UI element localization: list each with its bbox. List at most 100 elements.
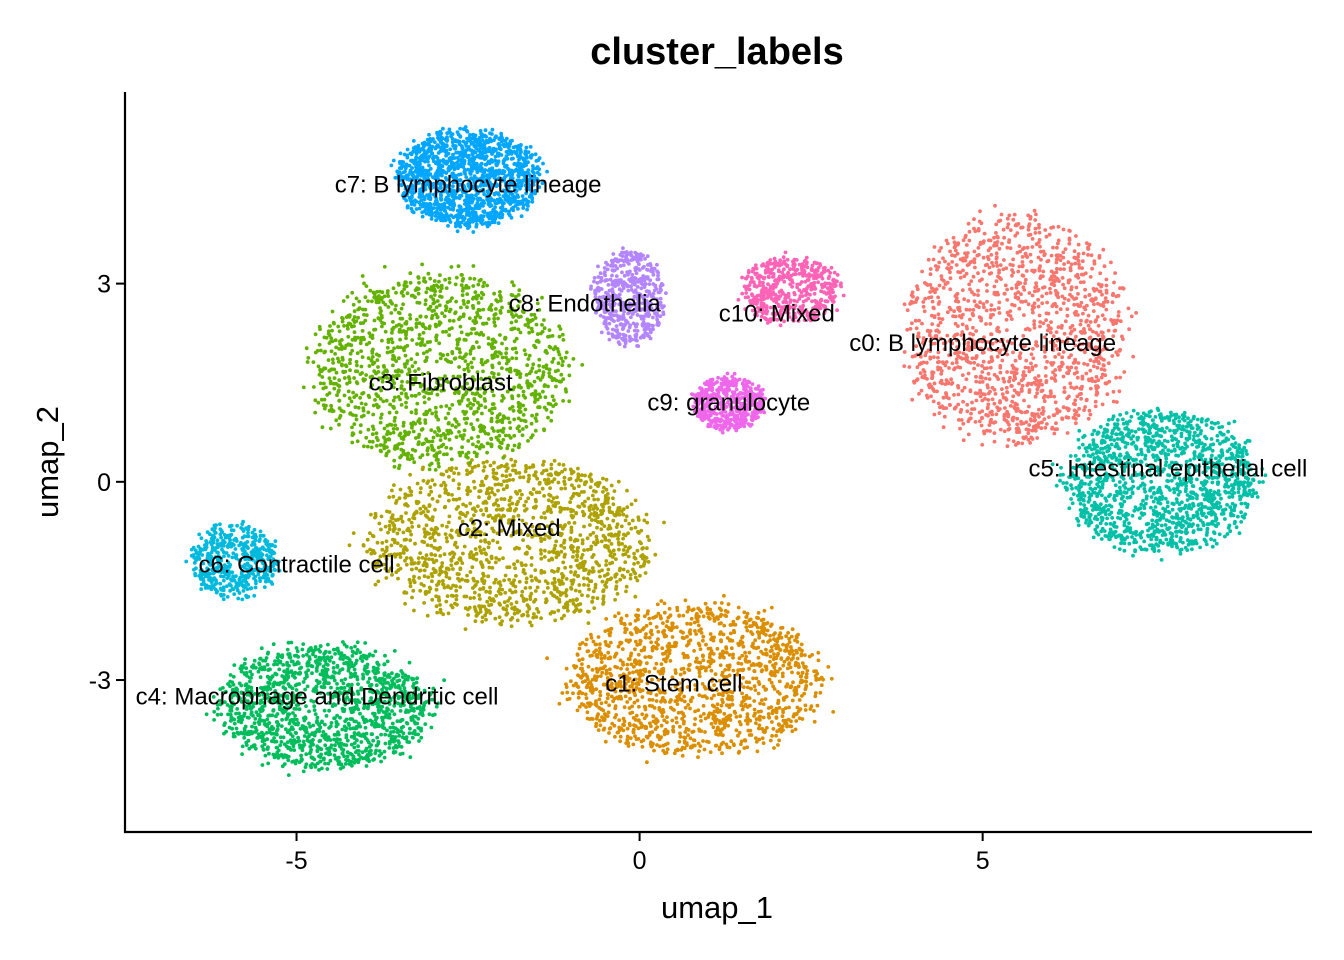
data-point	[773, 661, 778, 666]
data-point	[1053, 400, 1058, 405]
data-point	[1061, 282, 1065, 287]
data-point	[618, 566, 622, 571]
data-point	[379, 416, 383, 420]
data-point	[361, 543, 366, 547]
data-point	[333, 338, 338, 343]
data-point	[734, 715, 739, 719]
data-point	[959, 315, 964, 320]
data-point	[1040, 301, 1045, 306]
data-point	[544, 597, 549, 602]
data-point	[532, 505, 536, 510]
data-point	[633, 724, 638, 728]
data-point	[1088, 412, 1093, 417]
data-point	[675, 702, 680, 706]
data-point	[966, 340, 971, 345]
data-point	[992, 431, 997, 435]
data-point	[789, 719, 793, 724]
data-point	[604, 617, 609, 621]
data-point	[921, 341, 925, 345]
data-point	[1103, 299, 1108, 304]
data-point	[507, 565, 512, 570]
data-point	[436, 532, 441, 537]
data-point	[504, 351, 508, 356]
data-point	[743, 657, 748, 662]
data-point	[654, 625, 659, 629]
data-point	[479, 560, 483, 565]
data-point	[577, 646, 582, 651]
data-point	[508, 473, 512, 477]
data-point	[754, 739, 759, 744]
data-point	[434, 604, 439, 609]
data-point	[953, 299, 958, 303]
data-point	[512, 417, 517, 422]
data-point	[1035, 288, 1040, 293]
data-point	[1043, 228, 1048, 232]
data-point	[591, 639, 596, 644]
data-point	[984, 308, 989, 313]
data-point	[687, 663, 691, 668]
data-point	[392, 346, 396, 351]
data-point	[798, 707, 803, 711]
data-point	[563, 355, 568, 360]
data-point	[417, 576, 422, 580]
data-point	[956, 324, 960, 328]
data-point	[511, 580, 515, 585]
data-point	[630, 704, 634, 709]
data-point	[1032, 319, 1037, 323]
data-point	[476, 301, 481, 305]
data-point	[457, 578, 462, 583]
data-point	[1081, 280, 1086, 284]
data-point	[1040, 388, 1045, 393]
data-point	[531, 464, 536, 469]
data-point	[529, 563, 534, 567]
data-point	[656, 669, 661, 674]
data-point	[492, 492, 497, 497]
data-point	[1088, 358, 1093, 363]
data-point	[1054, 304, 1059, 309]
data-point	[976, 246, 981, 250]
data-point	[1081, 251, 1086, 256]
data-point	[480, 565, 485, 569]
data-point	[577, 589, 582, 594]
data-point	[453, 425, 458, 429]
data-point	[662, 520, 666, 525]
data-point	[409, 489, 414, 494]
data-point	[769, 645, 774, 649]
data-point	[660, 646, 665, 651]
data-point	[417, 336, 422, 341]
data-point	[448, 428, 452, 433]
data-point	[818, 690, 823, 695]
data-point	[1026, 233, 1031, 238]
data-point	[1019, 299, 1023, 304]
data-point	[304, 346, 309, 351]
data-point	[697, 693, 702, 697]
data-point	[956, 392, 961, 397]
data-point	[752, 684, 757, 689]
data-point	[394, 303, 398, 308]
data-point	[647, 635, 652, 640]
data-point	[528, 620, 532, 625]
data-point	[715, 646, 720, 651]
data-point	[530, 413, 534, 418]
data-point	[757, 723, 762, 728]
data-point	[560, 691, 565, 695]
data-point	[559, 356, 564, 361]
data-point	[1093, 379, 1098, 384]
data-point	[1037, 382, 1042, 387]
data-point	[638, 638, 643, 643]
data-point	[937, 260, 942, 265]
data-point	[1033, 394, 1038, 399]
data-point	[682, 699, 687, 704]
data-point	[479, 508, 483, 513]
data-point	[630, 518, 635, 523]
data-point	[1039, 249, 1043, 254]
data-point	[624, 514, 629, 519]
data-point	[947, 396, 951, 401]
data-point	[1074, 234, 1078, 238]
data-point	[927, 333, 932, 338]
data-point	[1102, 264, 1107, 269]
data-point	[972, 249, 977, 254]
data-point	[1044, 234, 1049, 239]
data-point	[438, 356, 443, 361]
data-point	[394, 518, 398, 522]
